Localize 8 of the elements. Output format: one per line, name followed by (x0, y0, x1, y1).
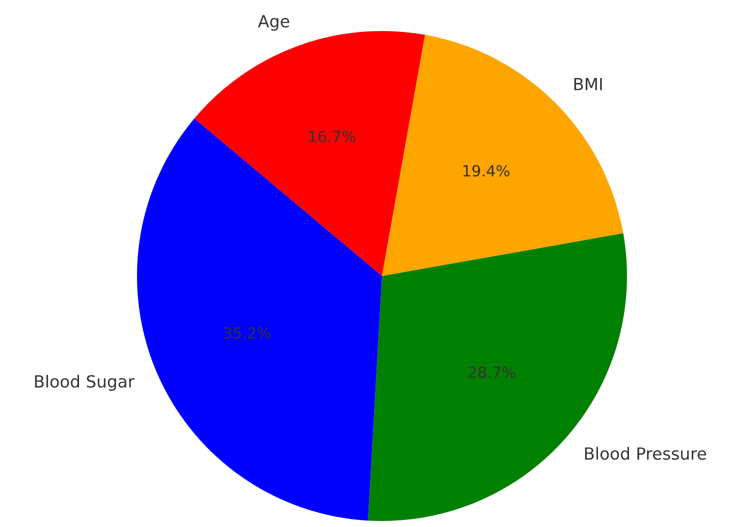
data-label: 16.7% (309, 130, 356, 142)
data-label: 19.4% (463, 165, 510, 177)
slice-label: Blood Sugar (35, 374, 135, 391)
data-label: 35.2% (224, 327, 270, 339)
data-label: 28.7% (468, 366, 516, 378)
slice-label: Age (258, 15, 290, 31)
slice-label: Blood Pressure (585, 446, 706, 460)
slice-label: BMI (574, 78, 602, 90)
